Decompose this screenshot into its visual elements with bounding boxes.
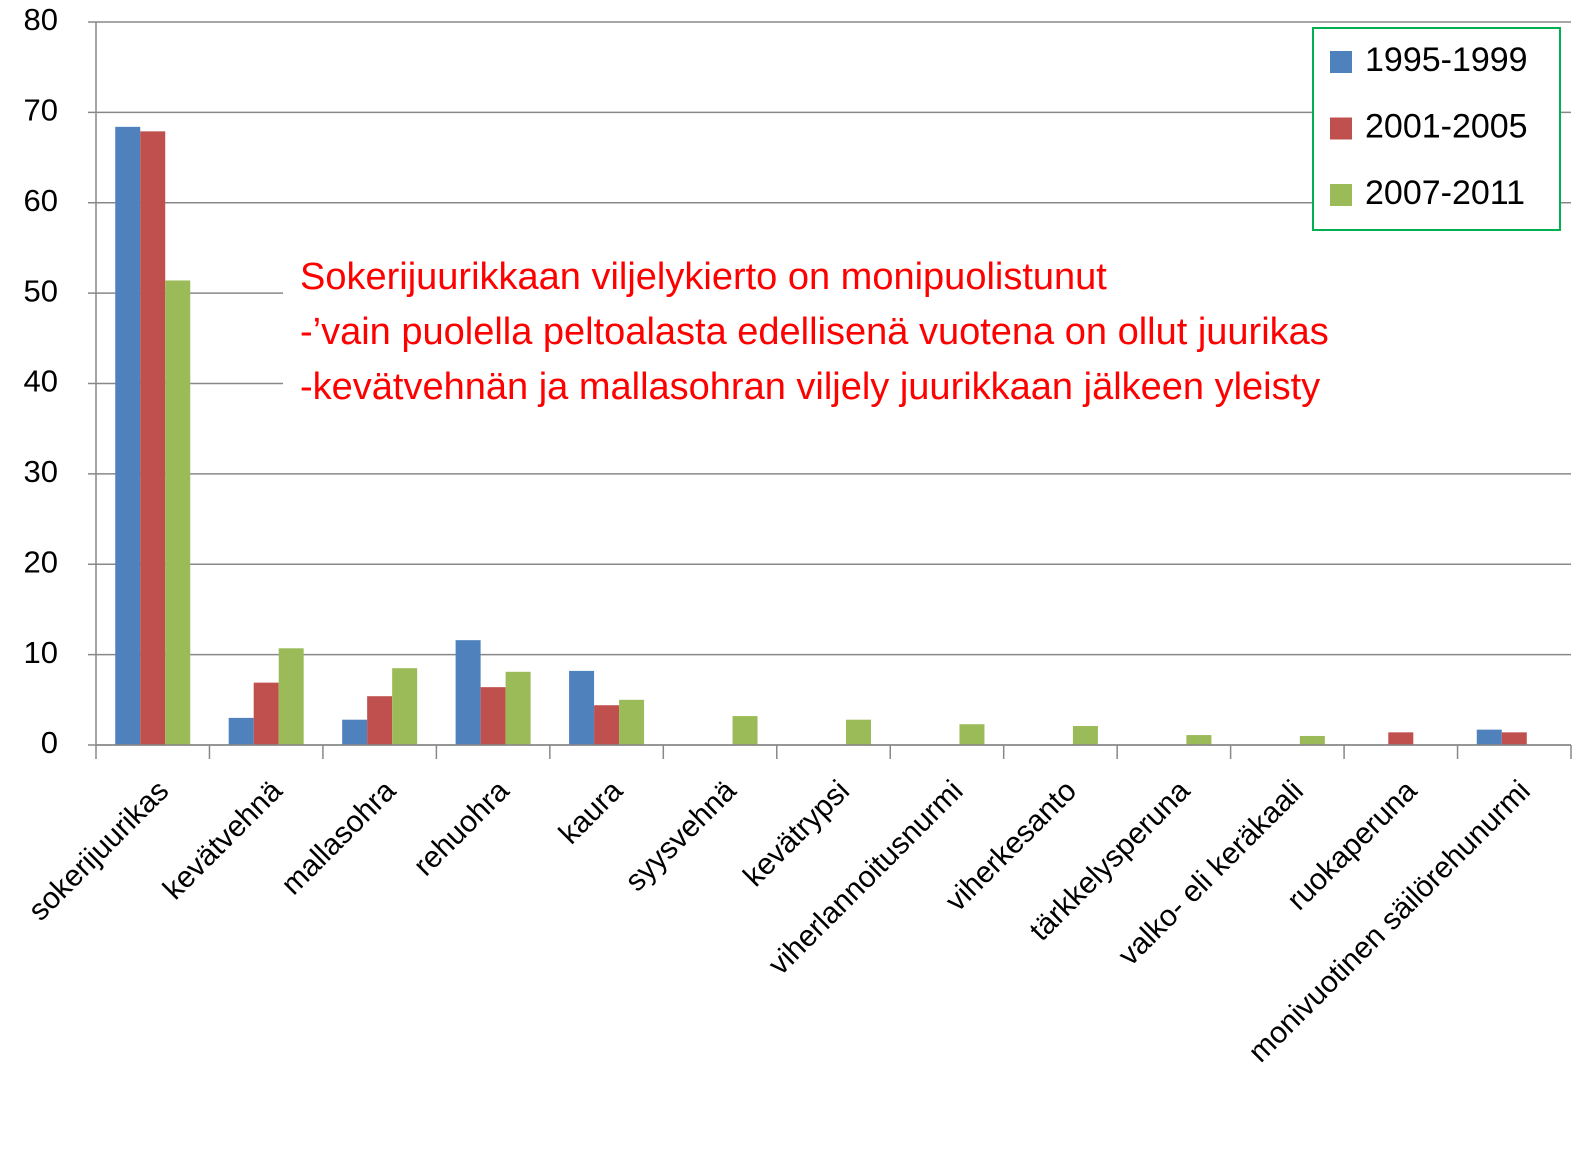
legend-swatch	[1330, 184, 1352, 206]
annotation: -’vain puolella peltoalasta edellisenä v…	[300, 311, 1329, 353]
bar	[392, 668, 418, 745]
bar	[1388, 732, 1414, 745]
bar	[959, 724, 985, 745]
bar	[455, 640, 481, 745]
y-tick-label: 80	[24, 2, 58, 37]
annotation: -kevätvehnän ja mallasohran viljely juur…	[300, 366, 1320, 408]
x-tick-label: valko- eli keräkaali	[1112, 774, 1310, 972]
legend-swatch	[1330, 51, 1352, 73]
bar	[140, 131, 166, 745]
y-tick-label: 40	[24, 364, 58, 399]
legend-label: 2007-2011	[1365, 174, 1525, 212]
bar	[1186, 735, 1212, 745]
bar	[505, 671, 531, 745]
bar	[367, 696, 393, 745]
x-tick-label: syysvehnä	[619, 774, 743, 898]
bar	[732, 716, 758, 745]
x-tick-label: sokerijuurikas	[22, 774, 175, 927]
bar	[278, 648, 304, 745]
bar	[228, 717, 254, 745]
annotation-box	[283, 250, 1583, 410]
bar	[1501, 732, 1527, 745]
x-tick-label: viherlannoitusnurmi	[762, 774, 969, 981]
annotation: Sokerijuurikkaan viljelykierto on monipu…	[300, 256, 1107, 298]
bar	[846, 719, 871, 745]
bar	[1299, 735, 1325, 745]
bar	[569, 670, 595, 745]
legend-label: 2001-2005	[1365, 107, 1528, 145]
y-tick-label: 20	[24, 544, 58, 579]
y-tick-label: 60	[24, 183, 58, 218]
bar	[594, 705, 620, 745]
x-tick-label: kevätvehnä	[157, 774, 289, 906]
legend-label: 1995-1999	[1365, 41, 1528, 79]
legend-box	[1312, 27, 1561, 231]
x-tick-label: kaura	[553, 774, 630, 851]
x-tick-label: mallasohra	[275, 774, 402, 901]
bar	[115, 126, 141, 745]
bar	[342, 719, 368, 745]
y-tick-label: 50	[24, 273, 58, 308]
x-tick-label: kevätrypsi	[737, 774, 856, 893]
bar	[1072, 726, 1098, 745]
y-tick-label: 30	[24, 454, 58, 489]
y-tick-label: 0	[41, 725, 58, 760]
legend-swatch	[1330, 117, 1352, 140]
y-tick-label: 10	[24, 635, 58, 670]
bar	[1476, 729, 1502, 745]
y-tick-label: 70	[24, 93, 58, 128]
bar	[165, 280, 191, 745]
x-tick-label: rehuohra	[407, 774, 515, 882]
bar	[480, 687, 506, 745]
bar	[253, 682, 279, 745]
bar	[619, 699, 645, 745]
